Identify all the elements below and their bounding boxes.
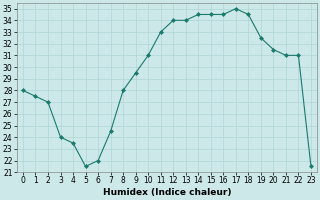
X-axis label: Humidex (Indice chaleur): Humidex (Indice chaleur) [103, 188, 231, 197]
